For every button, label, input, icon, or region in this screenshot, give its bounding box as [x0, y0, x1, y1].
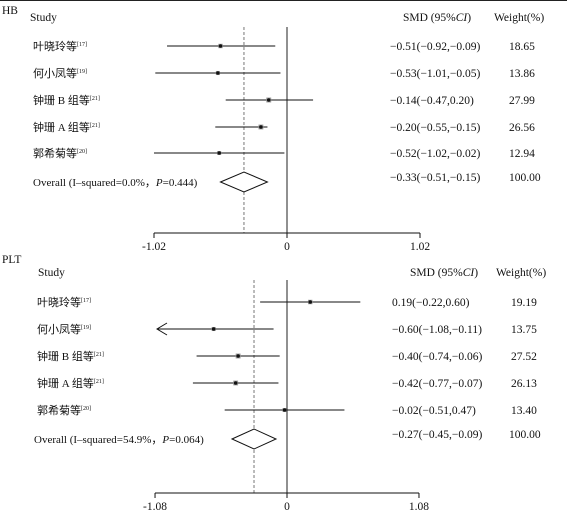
study-label: 叶晓玲等[17]	[33, 39, 87, 53]
weight-value: 27.52	[511, 351, 537, 363]
overall-diamond	[219, 171, 269, 193]
weight-value: 13.40	[511, 405, 537, 417]
smd-ci-value: −0.02(−0.51,0.47)	[392, 405, 476, 417]
smd-ci-value: −0.40(−0.74,−0.06)	[392, 351, 483, 363]
weight-value: 27.99	[509, 95, 535, 107]
smd-ci-value: −0.14(−0.47,0.20)	[390, 95, 474, 107]
smd-ci-value: −0.42(−0.77,−0.07)	[392, 378, 483, 390]
smd-ci-value: −0.52(−1.02,−0.02)	[390, 148, 481, 160]
point-estimate	[233, 381, 238, 385]
point-estimate	[259, 125, 263, 129]
overall-weight-value: 100.00	[509, 429, 541, 441]
smd-ci-value: −0.20(−0.55,−0.15)	[390, 122, 481, 134]
study-label: 郭希菊等[20]	[37, 403, 91, 417]
weight-value: 13.86	[509, 68, 535, 80]
point-estimate	[282, 408, 287, 412]
x-axis-tick-label: -1.02	[142, 241, 166, 253]
estimate-column-header: SMD (95%CI)	[403, 12, 471, 24]
study-label: 何小凤等[19]	[37, 322, 91, 336]
weight-value: 26.56	[509, 122, 535, 134]
overall-smd-ci-value: −0.27(−0.45,−0.09)	[392, 429, 483, 441]
point-estimate	[308, 300, 313, 304]
overall-smd-ci-value: −0.33(−0.51,−0.15)	[390, 172, 481, 184]
study-label: 郭希菊等[20]	[33, 146, 87, 160]
estimate-column-header: SMD (95%CI)	[410, 267, 478, 279]
x-axis-tick-label: 1.08	[409, 501, 429, 513]
point-estimate	[217, 151, 221, 155]
weight-value: 26.13	[511, 378, 537, 390]
panel-label: HB	[2, 5, 18, 17]
point-estimate	[266, 98, 271, 102]
point-estimate	[216, 71, 220, 75]
smd-ci-value: −0.53(−1.01,−0.05)	[390, 68, 481, 80]
weight-column-header: Weight(%)	[496, 267, 546, 279]
study-column-header: Study	[38, 267, 65, 279]
point-estimate	[236, 354, 240, 358]
smd-ci-value: −0.60(−1.08,−0.11)	[392, 324, 482, 336]
weight-value: 13.75	[511, 324, 537, 336]
smd-ci-value: 0.19(−0.22,0.60)	[392, 297, 470, 309]
weight-value: 18.65	[509, 41, 535, 53]
forest-panel-hb: HB Study SMD (95%CI) Weight(%) 叶晓玲等[17] −0.51…	[0, 0, 567, 253]
study-column-header: Study	[30, 12, 57, 24]
study-label: 钟珊 A 组等[21]	[33, 120, 100, 134]
smd-ci-value: −0.51(−0.92,−0.09)	[390, 41, 481, 53]
study-label: 叶晓玲等[17]	[37, 295, 91, 309]
panel-label: PLT	[2, 254, 21, 266]
study-label: 钟珊 B 组等[21]	[33, 93, 100, 107]
point-estimate	[218, 44, 223, 48]
study-label: 钟珊 B 组等[21]	[37, 349, 104, 363]
overall-label: Overall (I–squared=0.0%，P=0.444)	[33, 177, 198, 189]
study-label: 钟珊 A 组等[21]	[37, 376, 104, 390]
overall-weight-value: 100.00	[509, 172, 541, 184]
weight-value: 12.94	[509, 148, 535, 160]
weight-value: 19.19	[511, 297, 537, 309]
overall-diamond	[230, 428, 278, 450]
study-label: 何小凤等[19]	[33, 66, 87, 80]
point-estimate	[211, 327, 216, 331]
x-axis-tick-label: 0	[284, 501, 290, 513]
weight-column-header: Weight(%)	[494, 12, 544, 24]
x-axis-tick-label: -1.08	[143, 501, 167, 513]
x-axis-tick-label: 1.02	[410, 241, 430, 253]
ci-arrow	[156, 322, 168, 336]
overall-label: Overall (I–squared=54.9%，P=0.064)	[34, 434, 204, 446]
forest-panel-plt: PLT Study SMD (95%CI) Weight(%) 叶晓玲等[17] 0.19…	[2, 254, 546, 513]
x-axis-tick-label: 0	[284, 241, 290, 253]
